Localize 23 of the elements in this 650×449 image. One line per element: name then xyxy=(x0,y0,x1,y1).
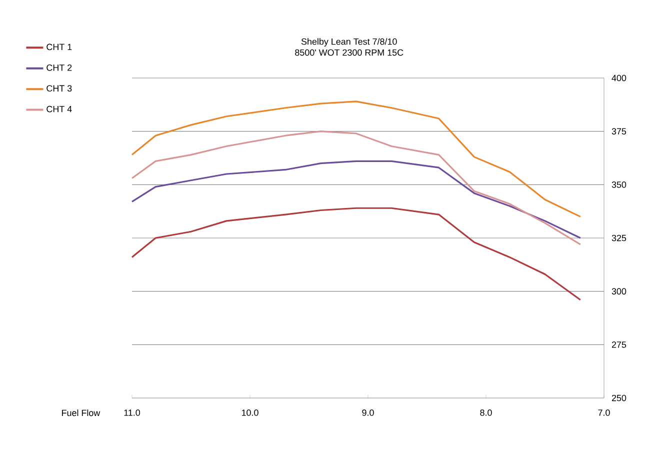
line-series xyxy=(131,160,582,239)
y-tick-label: 325 xyxy=(612,234,626,242)
y-tick-label: 250 xyxy=(612,394,626,402)
y-tick-label: 400 xyxy=(612,74,626,82)
x-tick-label: 8.0 xyxy=(480,409,492,416)
legend-label: CHT 2 xyxy=(46,64,72,71)
y-tick-label: 275 xyxy=(612,341,626,348)
line-series xyxy=(131,100,582,218)
legend-label: CHT 4 xyxy=(46,106,72,112)
legend-label: CHT 1 xyxy=(46,44,72,50)
x-tick-label: 10.0 xyxy=(242,409,258,416)
line-series xyxy=(131,207,582,301)
y-tick-label: 375 xyxy=(612,128,626,135)
x-tick-label: 11.0 xyxy=(124,409,140,416)
x-tick-label: 7.0 xyxy=(598,409,610,416)
chart-subtitle: 8500' WOT 2300 RPM 15C xyxy=(295,49,404,56)
x-axis-title: Fuel Flow xyxy=(62,409,100,416)
legend-label: CHT 3 xyxy=(46,85,72,92)
chart-title: Shelby Lean Test 7/8/10 xyxy=(301,38,397,47)
y-tick-label: 350 xyxy=(612,181,626,188)
x-tick-label: 9.0 xyxy=(362,409,374,416)
y-tick-label: 300 xyxy=(612,288,626,295)
line-series xyxy=(131,130,582,246)
